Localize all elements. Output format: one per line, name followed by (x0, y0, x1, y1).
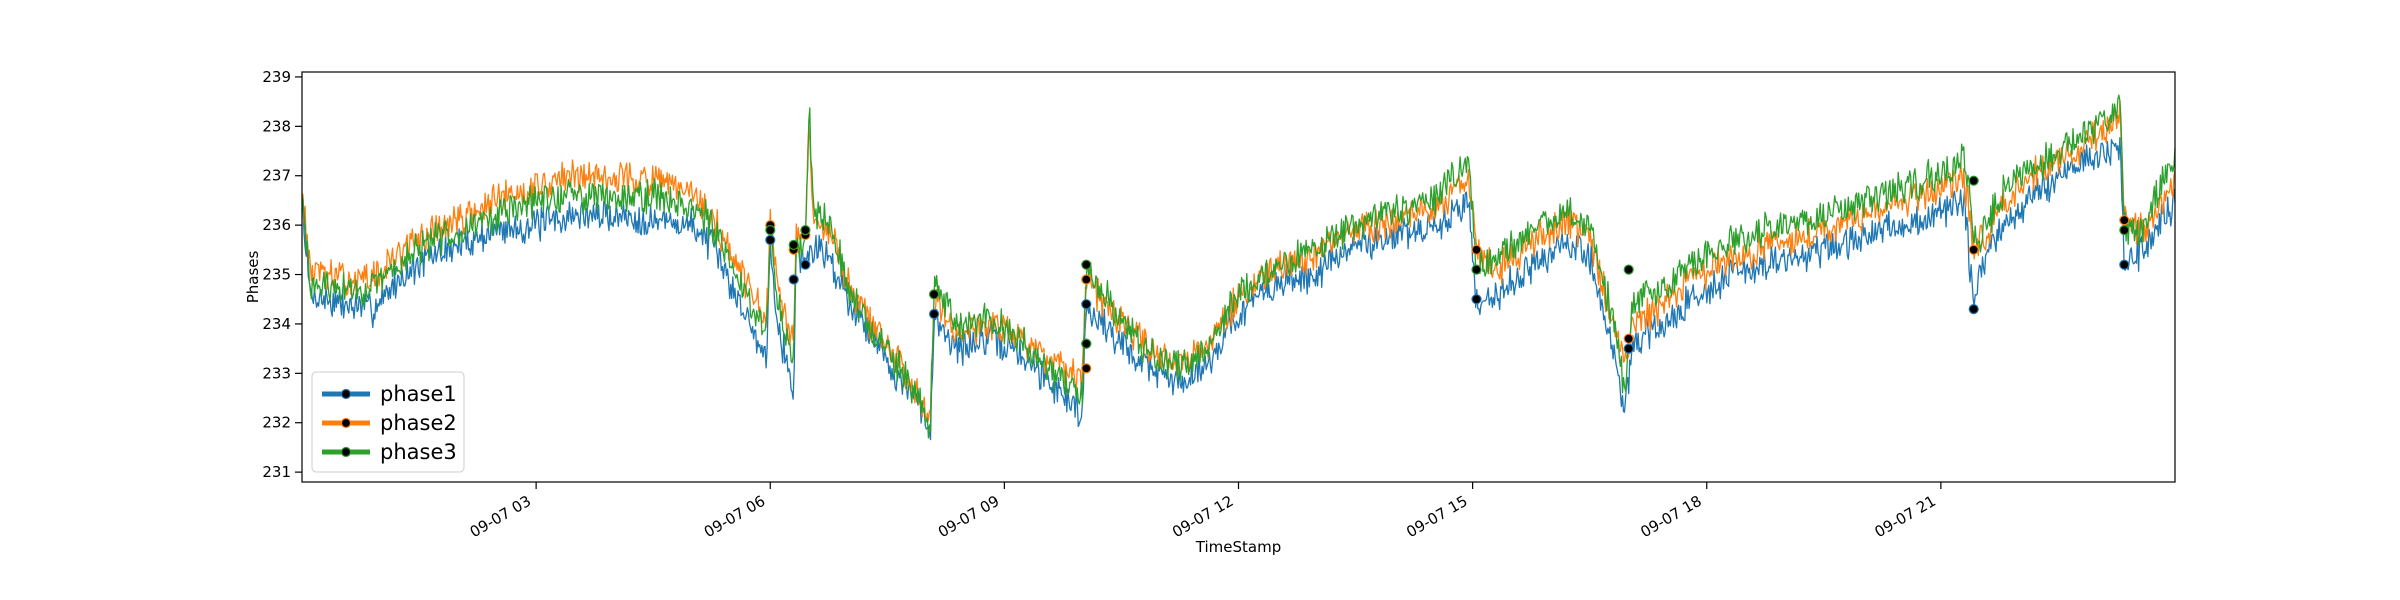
marker-phase3-1 (788, 239, 799, 250)
marker-phase3-9 (2119, 225, 2130, 236)
y-tick-label-232: 232 (262, 414, 291, 432)
marker-phase3-7 (1623, 264, 1634, 275)
marker-phase3-6 (1471, 264, 1482, 275)
marker-phase1-8 (1968, 304, 1979, 315)
y-tick-label-236: 236 (262, 216, 291, 234)
legend-label-phase1: phase1 (380, 382, 457, 406)
marker-phase3-5 (1081, 338, 1092, 349)
y-tick-label-231: 231 (262, 463, 291, 481)
series-line-phase1 (301, 137, 2176, 441)
y-tick-label-237: 237 (262, 167, 291, 185)
marker-phase2-5 (1081, 363, 1092, 374)
marker-phase2-4 (1081, 274, 1092, 285)
plot-area (301, 94, 2176, 441)
marker-phase3-0 (765, 225, 776, 236)
series-line-phase3 (301, 94, 2176, 439)
marker-phase1-3 (928, 308, 940, 320)
marker-phase2-9 (2119, 215, 2130, 226)
marker-phase3-4 (1081, 259, 1092, 270)
marker-phase2-6 (1471, 244, 1482, 255)
marker-phase1-4 (1081, 299, 1092, 310)
marker-phase1-0 (765, 234, 776, 246)
y-axis-label: Phases (244, 251, 262, 304)
x-axis-label: TimeStamp (1195, 538, 1281, 556)
marker-phase1-9 (2119, 259, 2130, 270)
marker-phase1-2 (800, 259, 811, 270)
marker-phase3-2 (800, 225, 811, 236)
y-tick-label-238: 238 (262, 117, 291, 135)
legend-label-phase3: phase3 (380, 440, 457, 464)
y-tick-label-234: 234 (262, 315, 291, 333)
marker-phase2-8 (1968, 244, 1979, 255)
y-tick-label-235: 235 (262, 266, 291, 284)
marker-phase1-6 (1471, 294, 1482, 305)
marker-phase2-7 (1623, 333, 1634, 344)
marker-phase1-7 (1623, 343, 1634, 354)
legend-marker-phase2 (340, 417, 352, 429)
y-tick-label-239: 239 (262, 68, 291, 86)
marker-phase3-8 (1968, 175, 1979, 186)
legend-marker-phase1 (340, 388, 352, 400)
legend: phase1 phase2 phase3 (311, 371, 465, 473)
legend-label-phase2: phase2 (380, 411, 457, 435)
y-tick-label-233: 233 (262, 364, 291, 382)
legend-marker-phase3 (340, 446, 352, 458)
marker-phase3-3 (928, 289, 940, 300)
marker-phase1-1 (788, 274, 799, 285)
